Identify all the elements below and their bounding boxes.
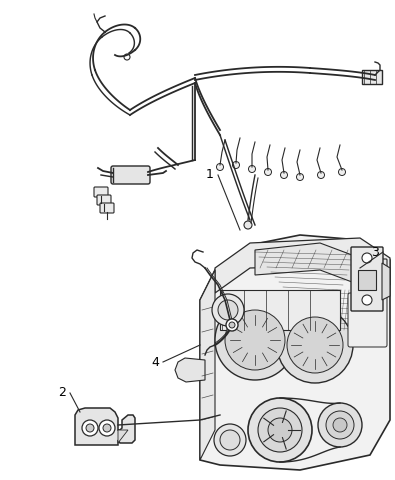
Circle shape — [229, 322, 235, 328]
Circle shape — [233, 161, 239, 168]
Circle shape — [124, 54, 130, 60]
Polygon shape — [215, 238, 390, 293]
Circle shape — [216, 164, 224, 170]
Bar — [220, 290, 340, 330]
Circle shape — [268, 418, 292, 442]
Text: 4: 4 — [151, 356, 159, 369]
Circle shape — [82, 420, 98, 436]
Circle shape — [86, 424, 94, 432]
Polygon shape — [200, 235, 390, 470]
FancyBboxPatch shape — [348, 293, 387, 347]
Circle shape — [326, 411, 354, 439]
Circle shape — [258, 408, 302, 452]
Polygon shape — [118, 430, 128, 443]
Circle shape — [103, 424, 111, 432]
Circle shape — [218, 300, 238, 320]
Circle shape — [339, 168, 346, 176]
Circle shape — [248, 166, 256, 172]
Circle shape — [318, 171, 325, 179]
Circle shape — [318, 403, 362, 447]
Polygon shape — [175, 358, 205, 382]
Polygon shape — [255, 243, 360, 285]
Text: 1: 1 — [206, 168, 214, 181]
Circle shape — [220, 430, 240, 450]
FancyBboxPatch shape — [111, 166, 150, 184]
Circle shape — [212, 294, 244, 326]
Polygon shape — [200, 270, 215, 460]
FancyBboxPatch shape — [357, 259, 387, 279]
Bar — [362, 70, 382, 84]
Circle shape — [287, 317, 343, 373]
FancyBboxPatch shape — [97, 195, 111, 205]
Circle shape — [280, 171, 288, 179]
Bar — [358, 270, 376, 290]
Circle shape — [248, 398, 312, 462]
Circle shape — [362, 253, 372, 263]
Circle shape — [362, 295, 372, 305]
FancyBboxPatch shape — [94, 187, 108, 197]
Circle shape — [244, 221, 252, 229]
Text: 3: 3 — [371, 245, 379, 259]
Circle shape — [333, 418, 347, 432]
Circle shape — [99, 420, 115, 436]
Polygon shape — [75, 408, 135, 445]
Circle shape — [297, 173, 303, 180]
Polygon shape — [382, 263, 390, 300]
Circle shape — [225, 310, 285, 370]
Circle shape — [265, 168, 271, 176]
Text: 2: 2 — [58, 386, 66, 399]
Circle shape — [226, 319, 238, 331]
FancyBboxPatch shape — [351, 247, 383, 311]
Circle shape — [277, 307, 353, 383]
Circle shape — [215, 300, 295, 380]
Circle shape — [214, 424, 246, 456]
FancyBboxPatch shape — [100, 203, 114, 213]
